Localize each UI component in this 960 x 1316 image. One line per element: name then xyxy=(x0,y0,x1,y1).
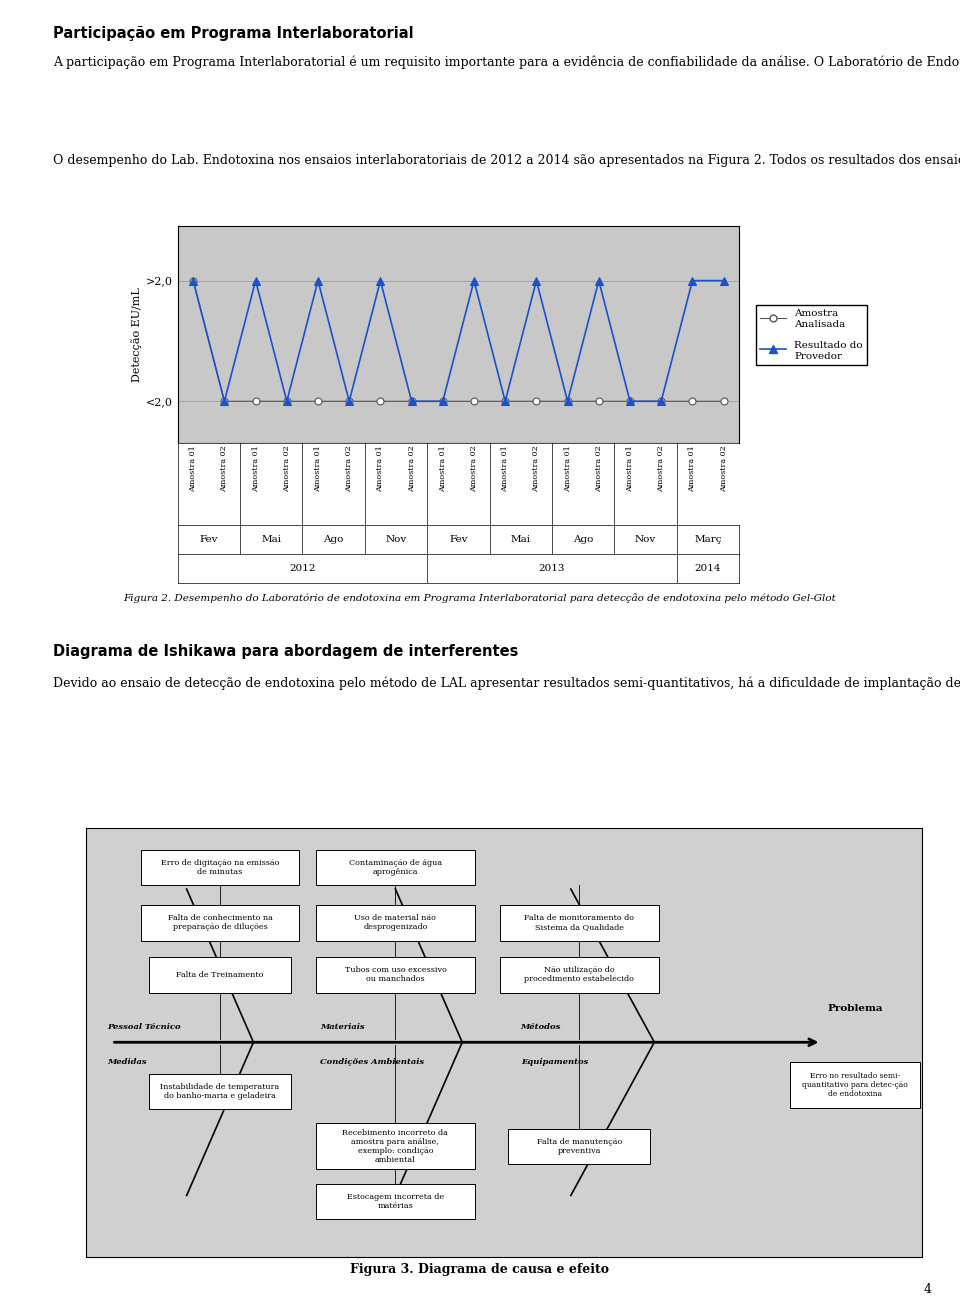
Text: Fev: Fev xyxy=(449,536,468,544)
FancyBboxPatch shape xyxy=(149,1074,291,1109)
Text: Mai: Mai xyxy=(261,536,281,544)
Text: Amostra 01: Amostra 01 xyxy=(252,445,259,492)
Text: Mai: Mai xyxy=(511,536,531,544)
FancyBboxPatch shape xyxy=(149,957,291,992)
FancyBboxPatch shape xyxy=(508,1129,650,1165)
Text: Figura 3. Diagrama de causa e efeito: Figura 3. Diagrama de causa e efeito xyxy=(350,1263,610,1277)
Text: 2013: 2013 xyxy=(539,565,565,572)
FancyBboxPatch shape xyxy=(141,905,300,941)
Text: Problema: Problema xyxy=(827,1004,882,1013)
Text: Fev: Fev xyxy=(200,536,218,544)
Text: Falta de monitoramento do
Sistema da Qualidade: Falta de monitoramento do Sistema da Qua… xyxy=(524,915,635,932)
FancyBboxPatch shape xyxy=(316,850,475,886)
Text: Estocagem incorreta de
matérias: Estocagem incorreta de matérias xyxy=(347,1194,444,1211)
Y-axis label: Detecção EU/mL: Detecção EU/mL xyxy=(131,288,141,382)
Text: Medidas: Medidas xyxy=(108,1058,147,1066)
Text: Amostra 02: Amostra 02 xyxy=(595,445,603,492)
Text: Nov: Nov xyxy=(635,536,657,544)
Text: Amostra 01: Amostra 01 xyxy=(688,445,696,492)
Text: Amostra 02: Amostra 02 xyxy=(470,445,478,492)
FancyBboxPatch shape xyxy=(500,905,659,941)
Text: Falta de Treinamento: Falta de Treinamento xyxy=(177,971,264,979)
FancyBboxPatch shape xyxy=(316,957,475,992)
Text: O desempenho do Lab. Endotoxina nos ensaios interlaboratoriais de 2012 a 2014 sã: O desempenho do Lab. Endotoxina nos ensa… xyxy=(53,154,960,167)
Text: 2012: 2012 xyxy=(289,565,316,572)
Text: Amostra 02: Amostra 02 xyxy=(533,445,540,492)
Text: Ago: Ago xyxy=(573,536,593,544)
Text: Amostra 01: Amostra 01 xyxy=(189,445,197,492)
Text: Amostra 02: Amostra 02 xyxy=(221,445,228,492)
Text: 4: 4 xyxy=(924,1283,931,1296)
FancyBboxPatch shape xyxy=(790,1062,920,1108)
FancyBboxPatch shape xyxy=(316,905,475,941)
Text: Nov: Nov xyxy=(385,536,407,544)
Text: A participação em Programa Interlaboratorial é um requisito importante para a ev: A participação em Programa Interlaborato… xyxy=(53,55,960,68)
Text: Falta de manutenção
preventiva: Falta de manutenção preventiva xyxy=(537,1138,622,1155)
Text: Figura 2. Desempenho do Laboratório de endotoxina em Programa Interlaboratorial : Figura 2. Desempenho do Laboratório de e… xyxy=(124,594,836,603)
Text: Materiais: Materiais xyxy=(321,1024,365,1032)
Text: Amostra 02: Amostra 02 xyxy=(283,445,291,492)
Text: 2014: 2014 xyxy=(695,565,721,572)
Text: Pessoal Técnico: Pessoal Técnico xyxy=(108,1024,180,1032)
Text: Erro de digitação na emissão
de minutas: Erro de digitação na emissão de minutas xyxy=(161,859,279,876)
Text: Ago: Ago xyxy=(324,536,344,544)
Text: Amostra 01: Amostra 01 xyxy=(564,445,571,492)
Text: Métodos: Métodos xyxy=(520,1024,561,1032)
Text: Diagrama de Ishikawa para abordagem de interferentes: Diagrama de Ishikawa para abordagem de i… xyxy=(53,644,518,658)
Text: Uso de material não
desprogenizado: Uso de material não desprogenizado xyxy=(354,915,437,932)
FancyBboxPatch shape xyxy=(316,1124,475,1170)
Text: Tubos com uso excessivo
ou manchados: Tubos com uso excessivo ou manchados xyxy=(345,966,446,983)
Text: Amostra 02: Amostra 02 xyxy=(720,445,728,492)
Text: Falta de conhecimento na
preparação de diluções: Falta de conhecimento na preparação de d… xyxy=(168,915,273,932)
Text: Contaminação de água
aprogênica: Contaminação de água aprogênica xyxy=(348,859,442,876)
Text: Erro no resultado semi-
quantitativo para detec-ção
de endotoxina: Erro no resultado semi- quantitativo par… xyxy=(802,1073,907,1099)
FancyBboxPatch shape xyxy=(141,850,300,886)
FancyBboxPatch shape xyxy=(500,957,659,992)
Text: Amostra 01: Amostra 01 xyxy=(314,445,322,492)
Text: Instabilidade de temperatura
do banho-maria e geladeira: Instabilidade de temperatura do banho-ma… xyxy=(160,1083,279,1100)
Text: Amostra 02: Amostra 02 xyxy=(408,445,416,492)
FancyBboxPatch shape xyxy=(316,1184,475,1220)
Text: Amostra 01: Amostra 01 xyxy=(376,445,384,492)
Text: Não utilização do
procedimento estabelecido: Não utilização do procedimento estabelec… xyxy=(524,966,635,983)
Legend: Amostra
Analisada, Resultado do
Provedor: Amostra Analisada, Resultado do Provedor xyxy=(756,305,867,365)
Text: Amostra 01: Amostra 01 xyxy=(439,445,446,492)
Text: Equipamentos: Equipamentos xyxy=(520,1058,588,1066)
Text: Condições Ambientais: Condições Ambientais xyxy=(321,1058,424,1066)
Text: Març: Març xyxy=(694,536,722,544)
Text: Devido ao ensaio de detecção de endotoxina pelo método de LAL apresentar resulta: Devido ao ensaio de detecção de endotoxi… xyxy=(53,676,960,690)
Text: Amostra 01: Amostra 01 xyxy=(501,445,509,492)
Text: Amostra 02: Amostra 02 xyxy=(346,445,353,492)
Text: Amostra 01: Amostra 01 xyxy=(626,445,634,492)
Text: Recebimento incorreto da
amostra para análise,
exemplo: condição
ambiental: Recebimento incorreto da amostra para an… xyxy=(343,1129,448,1165)
Text: Participação em Programa Interlaboratorial: Participação em Programa Interlaboratori… xyxy=(53,26,414,41)
Text: Amostra 02: Amostra 02 xyxy=(658,445,665,492)
